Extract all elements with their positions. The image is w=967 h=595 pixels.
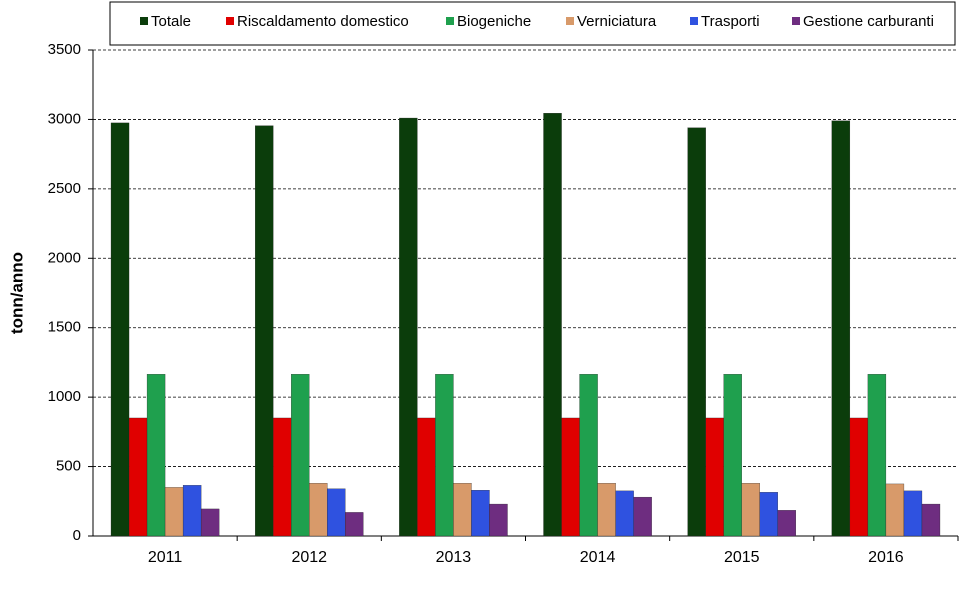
bar: [543, 113, 562, 537]
x-tick-label: 2012: [291, 549, 327, 566]
bar: [327, 488, 346, 537]
x-tick-label: 2013: [436, 549, 472, 566]
y-axis-label: tonn/anno: [7, 252, 26, 334]
x-tick-label: 2011: [148, 549, 183, 566]
y-tick-label: 3500: [48, 41, 81, 58]
bar: [291, 374, 310, 537]
legend-label: Gestione carburanti: [803, 13, 934, 30]
x-tick-label: 2016: [868, 549, 904, 566]
y-tick-label: 2500: [48, 180, 81, 197]
legend-marker: [792, 17, 800, 25]
legend-marker: [140, 17, 148, 25]
bar: [723, 374, 742, 537]
x-tick-label: 2015: [724, 549, 760, 566]
bar: [309, 483, 328, 537]
bar: [561, 417, 580, 537]
bar: [705, 417, 724, 537]
bar: [417, 417, 436, 537]
bar: [921, 503, 941, 537]
bar: [687, 127, 706, 537]
y-tick-label: 1500: [48, 319, 81, 336]
bar: [146, 374, 166, 537]
legend-marker: [446, 17, 454, 25]
bar: [110, 122, 130, 537]
legend-marker: [690, 17, 698, 25]
bar: [471, 490, 490, 537]
bar: [399, 117, 418, 537]
legend-marker: [226, 17, 234, 25]
bar: [579, 374, 598, 537]
bar: [777, 510, 796, 537]
bar: [597, 483, 616, 537]
bar: [615, 490, 634, 537]
legend-label: Verniciatura: [577, 13, 657, 30]
bar: [273, 417, 292, 537]
bar: [345, 512, 364, 537]
bar: [182, 485, 202, 537]
bar: [759, 492, 778, 537]
bar: [885, 483, 905, 537]
bar: [435, 374, 454, 537]
legend-label: Totale: [151, 13, 191, 30]
bar: [831, 120, 851, 537]
y-tick-label: 3000: [48, 110, 81, 127]
legend-label: Riscaldamento domestico: [237, 13, 409, 30]
legend-marker: [566, 17, 574, 25]
bar: [741, 483, 760, 537]
bar: [200, 508, 220, 537]
bar: [849, 417, 869, 537]
y-tick-label: 2000: [48, 249, 81, 266]
bar: [489, 503, 508, 537]
x-tick-label: 2014: [580, 549, 616, 566]
bar: [903, 490, 923, 537]
bar: [453, 483, 472, 537]
legend-label: Biogeniche: [457, 13, 531, 30]
legend-label: Trasporti: [701, 13, 760, 30]
bar: [867, 374, 887, 537]
y-tick-label: 500: [56, 458, 81, 475]
y-tick-label: 0: [73, 527, 81, 544]
bar: [164, 487, 184, 537]
bar: [255, 125, 274, 537]
bar: [633, 496, 652, 537]
y-tick-label: 1000: [48, 388, 81, 405]
legend-box: [109, 1, 956, 46]
bar: [128, 417, 148, 537]
